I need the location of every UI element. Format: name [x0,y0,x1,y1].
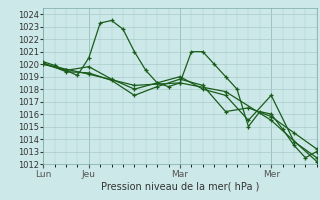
X-axis label: Pression niveau de la mer( hPa ): Pression niveau de la mer( hPa ) [101,181,259,191]
